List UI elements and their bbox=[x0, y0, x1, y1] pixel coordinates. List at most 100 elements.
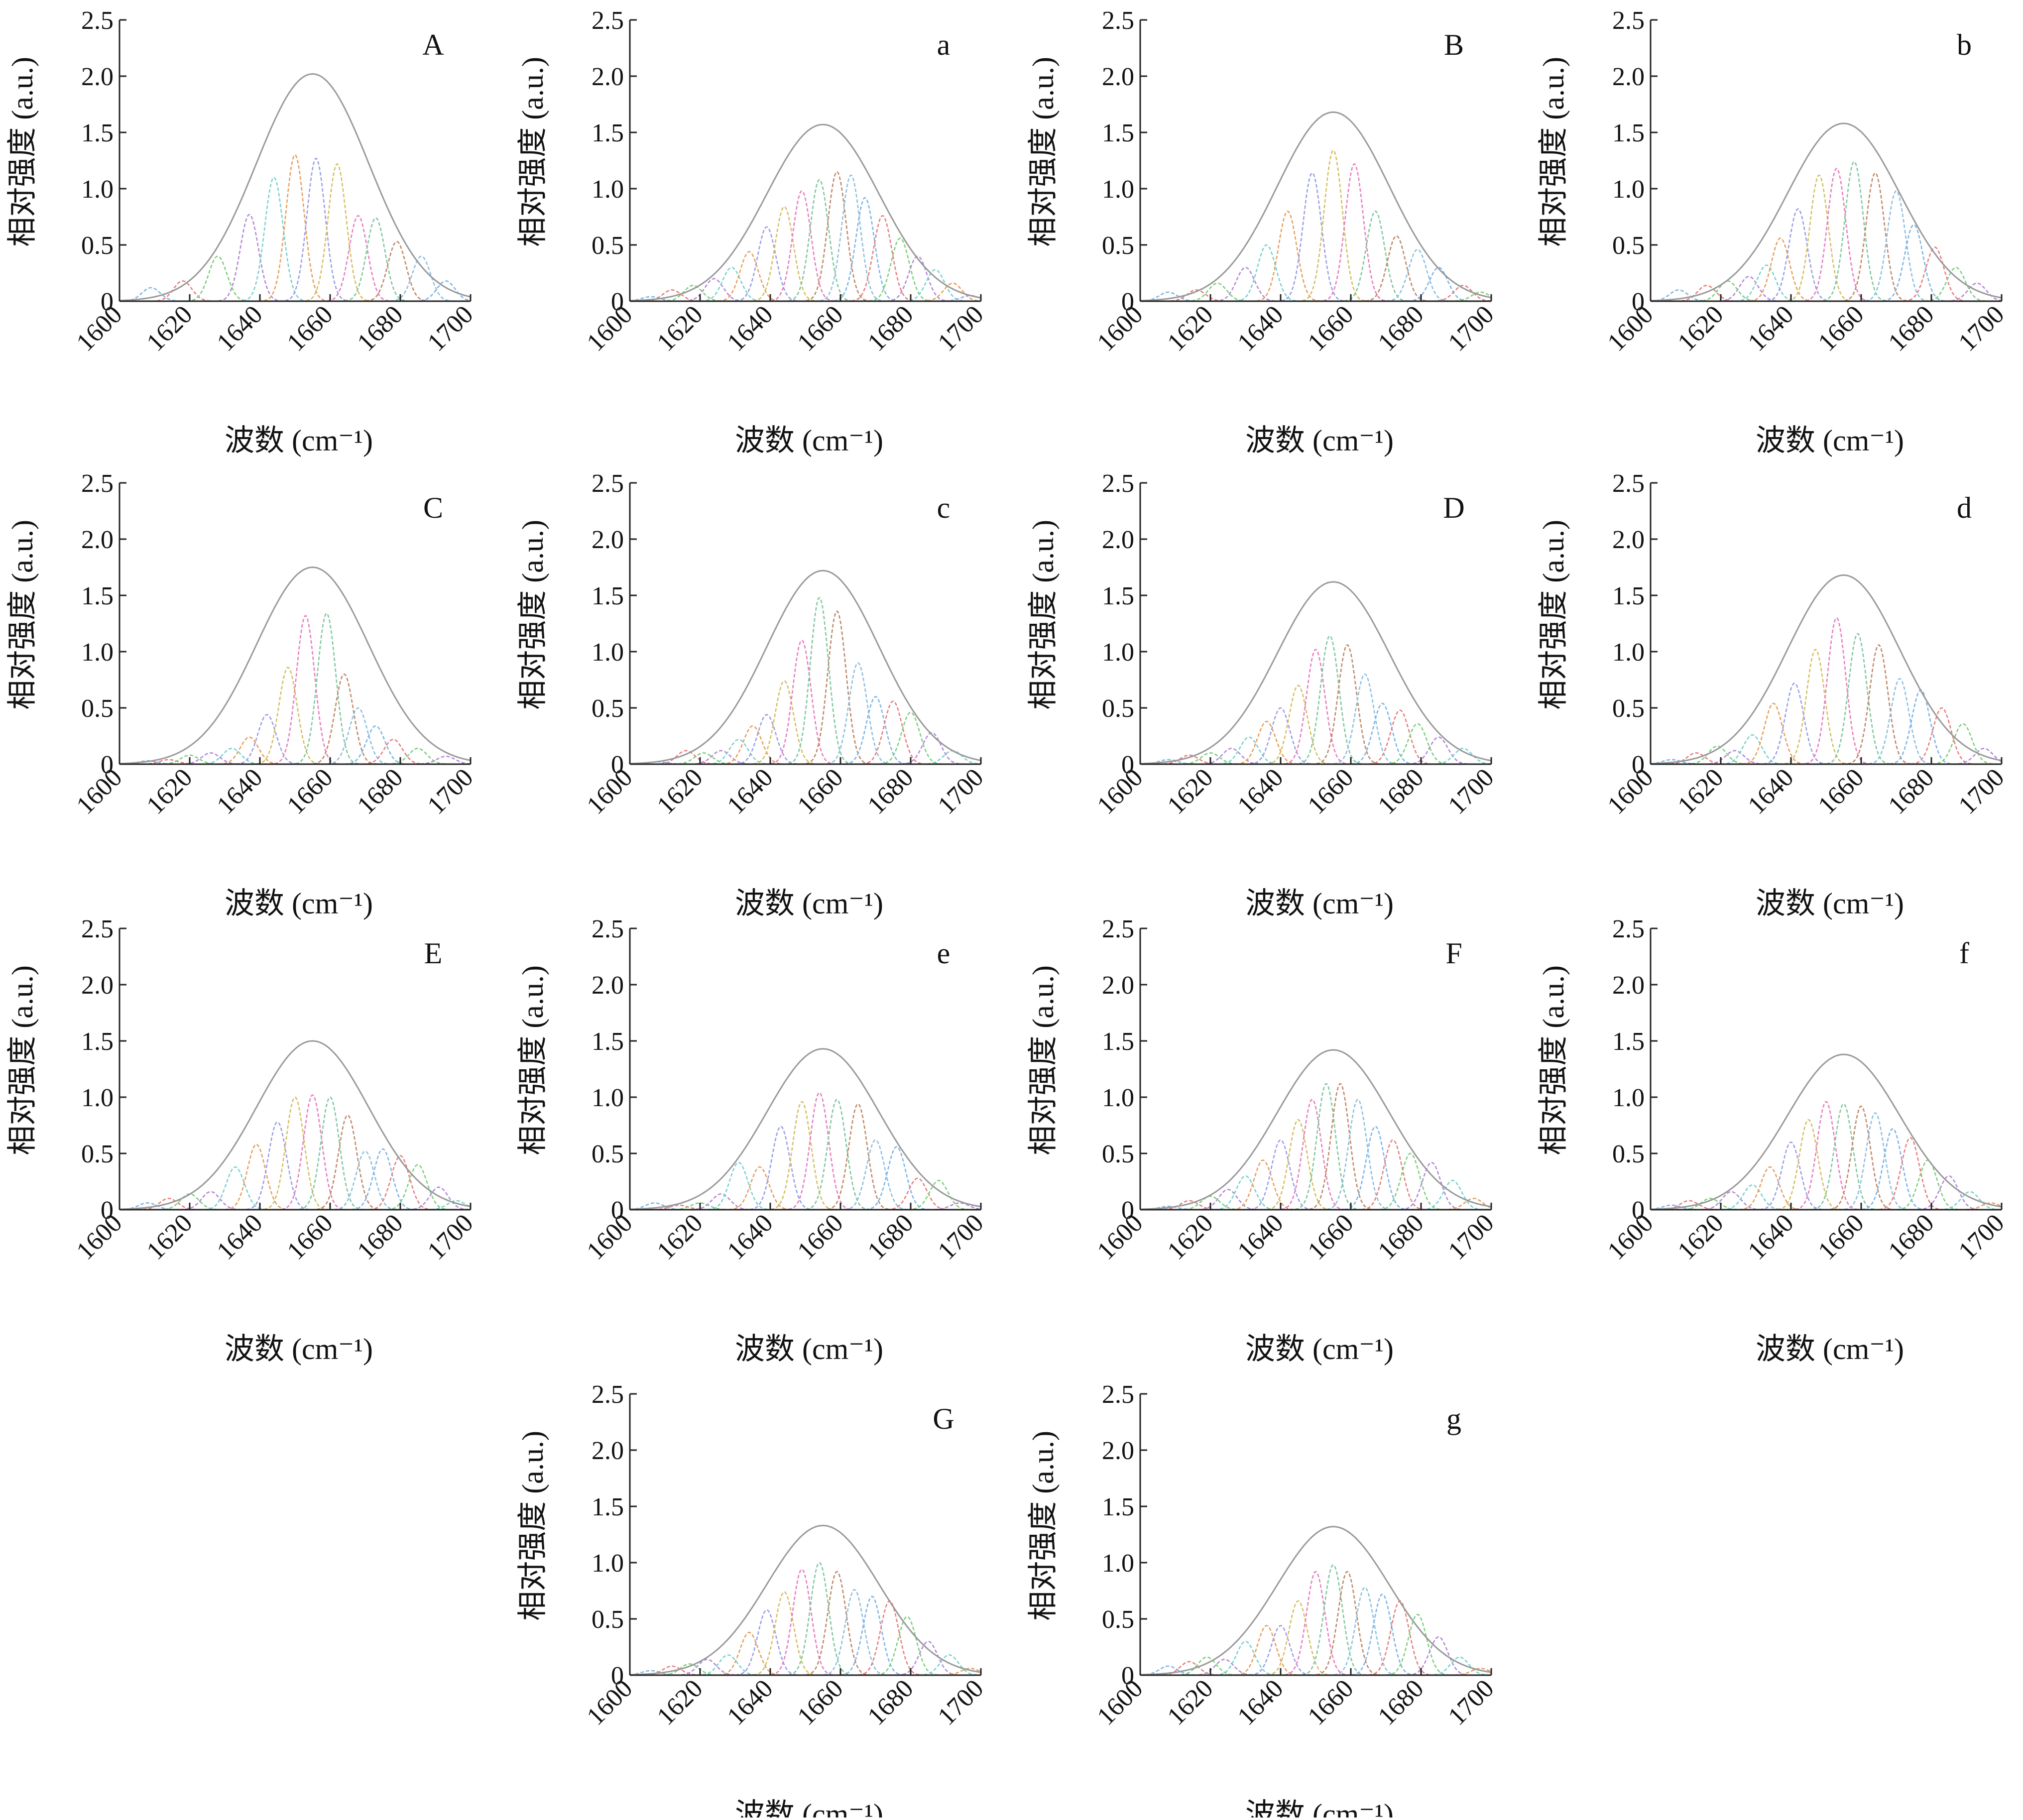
component-band bbox=[1381, 248, 1454, 302]
y-tick-label: 0.5 bbox=[81, 1140, 114, 1168]
x-tick-label: 1600 bbox=[582, 763, 638, 820]
envelope-curve bbox=[119, 1040, 471, 1210]
x-tick-label: 1620 bbox=[652, 1674, 709, 1731]
y-axis-title: 相对强度 (a.u.) bbox=[6, 57, 39, 247]
x-axis-title: 波数 (cm⁻¹) bbox=[1245, 1798, 1394, 1818]
x-tick-label: 1620 bbox=[1162, 300, 1219, 357]
x-tick-label: 1640 bbox=[722, 1674, 779, 1731]
component-band bbox=[934, 1668, 981, 1676]
component-band bbox=[713, 251, 786, 302]
y-tick-label: 1.5 bbox=[592, 119, 624, 147]
component-band bbox=[307, 673, 381, 765]
component-band bbox=[1933, 1191, 2001, 1211]
component-band bbox=[146, 280, 219, 302]
x-tick-label: 1700 bbox=[1443, 1674, 1500, 1731]
component-band bbox=[1838, 172, 1912, 302]
y-tick-label: 1.0 bbox=[592, 638, 624, 667]
component-band bbox=[357, 738, 430, 765]
component-band bbox=[1346, 1593, 1419, 1676]
x-tick-label: 1680 bbox=[862, 1674, 919, 1731]
component-band bbox=[1800, 168, 1873, 302]
panel-label: f bbox=[1959, 937, 1969, 970]
component-band bbox=[730, 226, 803, 302]
component-band bbox=[863, 237, 937, 302]
y-tick-label: 1.5 bbox=[1102, 1493, 1134, 1521]
x-tick-label: 1660 bbox=[282, 300, 339, 357]
panel-F: 0 0.5 1.0 1.5 2.0 2.5 1600 1620 1640 1660 1680 1700… bbox=[1027, 915, 1499, 1365]
component-band bbox=[1821, 633, 1894, 765]
component-band bbox=[814, 174, 888, 302]
panel-label: B bbox=[1444, 28, 1464, 61]
component-band bbox=[1863, 678, 1936, 765]
component-band bbox=[1244, 707, 1317, 765]
x-tick-label: 1600 bbox=[1092, 1209, 1149, 1265]
component-band bbox=[730, 1609, 803, 1676]
x-tick-label: 1600 bbox=[1602, 1209, 1659, 1265]
envelope-curve bbox=[629, 569, 981, 765]
component-band bbox=[258, 154, 332, 302]
y-tick-label: 0 bbox=[1121, 288, 1134, 316]
y-tick-label: 1.5 bbox=[81, 119, 114, 147]
y-tick-label: 2.5 bbox=[1612, 469, 1645, 498]
component-band bbox=[1874, 1137, 1947, 1211]
component-band bbox=[1783, 174, 1856, 302]
y-tick-label: 1.0 bbox=[1102, 638, 1134, 667]
component-band bbox=[870, 1616, 944, 1676]
x-tick-label: 1660 bbox=[792, 1674, 849, 1731]
component-band bbox=[747, 1591, 821, 1676]
x-tick-label: 1640 bbox=[1232, 1209, 1289, 1265]
component-band bbox=[747, 206, 821, 302]
y-tick-label: 0 bbox=[611, 1662, 624, 1690]
envelope-curve bbox=[1140, 1049, 1492, 1210]
component-band bbox=[692, 1654, 765, 1676]
component-band bbox=[1761, 208, 1835, 302]
component-band bbox=[821, 1103, 895, 1211]
component-band bbox=[1891, 1159, 1964, 1211]
y-tick-label: 2.5 bbox=[81, 915, 114, 943]
component-band bbox=[895, 732, 968, 765]
y-tick-label: 0 bbox=[1121, 751, 1134, 779]
panel-C: 0 0.5 1.0 1.5 2.0 2.5 1600 1620 1640 1660 1680 1700… bbox=[6, 469, 478, 920]
panel-B: 0 0.5 1.0 1.5 2.0 2.5 1600 1620 1640 1660 1680 1700… bbox=[1027, 6, 1499, 457]
component-band bbox=[1261, 1119, 1335, 1211]
x-tick-label: 1600 bbox=[1092, 763, 1149, 820]
component-band bbox=[1279, 1571, 1352, 1676]
component-band bbox=[923, 1202, 981, 1211]
y-tick-label: 2.0 bbox=[1102, 1437, 1134, 1465]
y-tick-label: 1.0 bbox=[81, 638, 114, 667]
x-tick-label: 1680 bbox=[1373, 1674, 1429, 1731]
y-tick-label: 1.5 bbox=[1102, 1027, 1134, 1056]
x-tick-label: 1640 bbox=[212, 300, 268, 357]
x-tick-label: 1640 bbox=[212, 763, 268, 820]
x-tick-label: 1660 bbox=[282, 1209, 339, 1265]
component-band bbox=[846, 215, 919, 302]
x-tick-label: 1680 bbox=[352, 763, 409, 820]
envelope-curve bbox=[119, 566, 471, 765]
x-tick-label: 1700 bbox=[933, 1209, 989, 1265]
component-band bbox=[1381, 1613, 1454, 1676]
component-band bbox=[1181, 282, 1254, 302]
y-tick-label: 1.5 bbox=[1612, 582, 1645, 610]
panel-label: C bbox=[423, 491, 443, 524]
y-tick-label: 0 bbox=[101, 1196, 114, 1225]
component-band bbox=[744, 1126, 818, 1211]
component-band bbox=[856, 700, 930, 765]
component-band bbox=[800, 1099, 873, 1211]
component-band bbox=[174, 752, 247, 765]
x-tick-label: 1600 bbox=[1602, 300, 1659, 357]
y-tick-label: 2.0 bbox=[1102, 526, 1134, 554]
y-tick-label: 0 bbox=[1632, 751, 1645, 779]
component-band bbox=[1381, 723, 1454, 765]
component-band bbox=[747, 680, 821, 765]
component-band bbox=[1842, 644, 1915, 765]
component-band bbox=[656, 285, 729, 302]
y-tick-label: 2.0 bbox=[81, 63, 114, 91]
component-band bbox=[322, 215, 395, 302]
component-band bbox=[1339, 210, 1412, 302]
component-band bbox=[723, 1166, 796, 1211]
component-band bbox=[1650, 289, 1715, 302]
component-band bbox=[1730, 264, 1803, 302]
x-tick-label: 1700 bbox=[1953, 300, 2010, 357]
panel-label: G bbox=[933, 1402, 954, 1435]
